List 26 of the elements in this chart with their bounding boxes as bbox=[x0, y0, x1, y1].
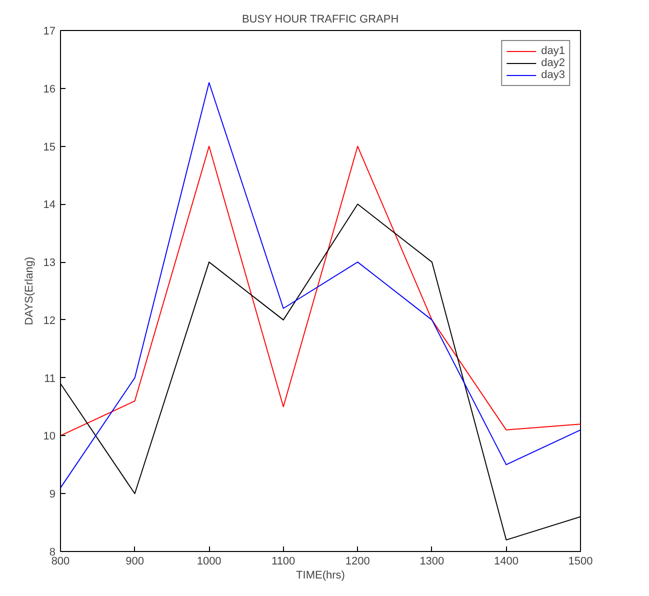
line-series bbox=[60, 146, 580, 436]
y-tick-label: 12 bbox=[43, 314, 56, 327]
y-tick-label: 10 bbox=[43, 430, 56, 443]
x-tick-label: 1100 bbox=[272, 556, 296, 568]
y-tick-label: 11 bbox=[44, 372, 56, 385]
x-tick-label: 1400 bbox=[494, 556, 518, 568]
x-tick-label: 1200 bbox=[345, 556, 370, 568]
x-tick-label: 1500 bbox=[568, 556, 593, 568]
y-tick-label: 14 bbox=[43, 199, 56, 212]
y-tick-label: 9 bbox=[49, 488, 56, 501]
y-tick-label: 13 bbox=[43, 257, 56, 270]
x-axis-title: TIME(hrs) bbox=[296, 570, 345, 582]
chart-title: BUSY HOUR TRAFFIC GRAPH bbox=[242, 14, 399, 26]
y-tick-label: 16 bbox=[43, 83, 56, 96]
x-tick-label: 1300 bbox=[420, 556, 444, 568]
legend-label: day3 bbox=[541, 69, 565, 81]
line-series bbox=[60, 82, 580, 488]
x-tick-label: 1000 bbox=[196, 556, 222, 568]
legend-label: day2 bbox=[541, 57, 565, 69]
x-tick-label: 900 bbox=[126, 556, 144, 568]
y-tick-label: 17 bbox=[43, 26, 56, 38]
legend-label: day1 bbox=[541, 45, 565, 57]
y-axis-title: DAYS(Erlang) bbox=[23, 256, 36, 326]
x-tick-label: 800 bbox=[51, 556, 70, 568]
y-tick-label: 15 bbox=[43, 141, 56, 154]
y-tick-label: 8 bbox=[49, 546, 56, 558]
